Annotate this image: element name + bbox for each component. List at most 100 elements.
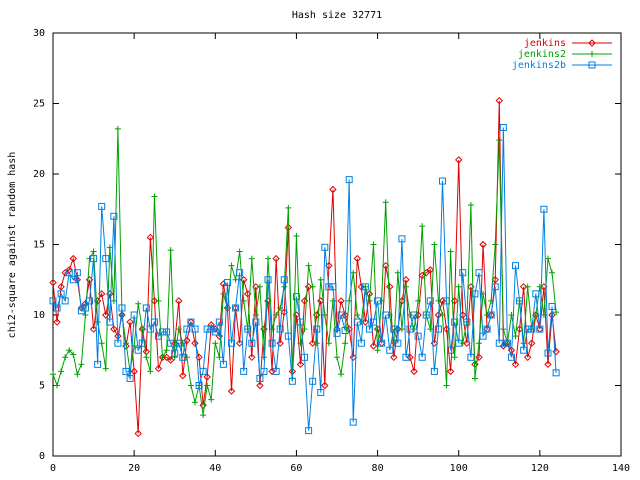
data-point [74, 371, 81, 378]
data-point [269, 326, 276, 333]
data-point [268, 339, 276, 347]
data-point [223, 279, 231, 287]
data-point [357, 283, 366, 291]
data-point [147, 368, 154, 375]
data-point [78, 361, 85, 368]
data-point [443, 297, 451, 305]
data-point [232, 304, 240, 312]
x-tick-label: 100 [450, 463, 468, 474]
series-line [52, 100, 557, 434]
data-point [162, 353, 171, 362]
plot-border [52, 32, 622, 457]
data-point [110, 325, 118, 333]
data-point [265, 255, 272, 262]
data-point [143, 354, 150, 361]
data-point [370, 318, 378, 326]
data-point [208, 396, 215, 403]
data-point [553, 309, 560, 316]
data-point [471, 290, 479, 298]
data-point [418, 353, 426, 361]
data-point [232, 276, 239, 283]
data-point [519, 283, 528, 291]
data-point [151, 193, 158, 200]
data-point [337, 311, 345, 319]
data-point [89, 325, 98, 333]
data-point [378, 297, 385, 304]
data-point [49, 278, 57, 287]
data-point [536, 283, 543, 290]
data-point [212, 340, 219, 347]
data-point [410, 367, 418, 376]
data-point [503, 339, 511, 347]
data-point [511, 360, 520, 369]
data-point [471, 375, 478, 382]
data-point [304, 283, 313, 291]
data-point [73, 276, 82, 284]
data-point [187, 382, 194, 389]
data-point [284, 332, 292, 340]
data-point [426, 266, 435, 274]
data-point [215, 318, 223, 326]
data-point [167, 247, 174, 254]
data-point [301, 353, 309, 361]
data-point [200, 412, 207, 419]
data-point [207, 321, 215, 329]
data-point [268, 367, 276, 376]
data-point [199, 401, 207, 409]
data-point [211, 328, 219, 336]
data-point [410, 311, 418, 319]
legend-label: jenkins2 [518, 49, 566, 60]
data-point [479, 240, 487, 249]
data-point [329, 185, 337, 194]
data-point [179, 353, 187, 361]
data-point [179, 371, 187, 380]
data-point [98, 340, 105, 347]
data-point [487, 311, 495, 319]
data-point [216, 354, 223, 361]
data-point [130, 311, 138, 319]
data-point [528, 325, 536, 333]
data-point [374, 297, 382, 305]
data-point [138, 339, 146, 347]
data-point [53, 304, 61, 312]
data-point [94, 360, 102, 368]
data-point [334, 354, 340, 361]
data-point [90, 248, 97, 255]
data-point [496, 137, 503, 144]
data-point [260, 367, 268, 375]
data-point [500, 326, 507, 333]
data-point [398, 235, 406, 243]
data-point [552, 347, 560, 356]
data-point [264, 276, 272, 284]
legend-marker [588, 39, 596, 47]
data-point [512, 333, 519, 340]
data-point [62, 354, 69, 361]
data-point [524, 325, 532, 333]
data-point [524, 283, 531, 290]
data-point [431, 241, 438, 248]
data-point [422, 311, 430, 319]
data-point [69, 276, 77, 284]
data-point [252, 312, 259, 318]
data-point [491, 283, 499, 291]
x-tick-label: 60 [290, 463, 302, 474]
data-point [235, 339, 244, 347]
data-point [244, 325, 252, 333]
data-point [110, 212, 118, 220]
data-point [475, 269, 483, 277]
data-point [292, 293, 300, 301]
data-point [102, 365, 109, 372]
data-point [459, 269, 467, 277]
data-point [446, 367, 455, 376]
data-point [272, 367, 280, 375]
data-point [438, 297, 447, 305]
data-point [443, 382, 450, 389]
data-point [532, 290, 540, 298]
y-tick-label: 0 [39, 451, 45, 462]
data-point [361, 283, 369, 291]
data-point [66, 347, 73, 354]
data-point [276, 325, 284, 333]
y-axis-label: chi2-square against random hash [7, 152, 18, 339]
data-point [552, 369, 560, 377]
